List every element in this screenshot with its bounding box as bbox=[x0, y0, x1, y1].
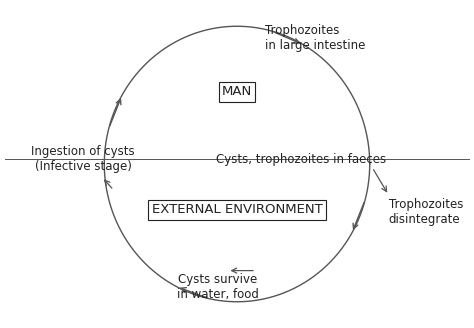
Text: Trophozoites
disintegrate: Trophozoites disintegrate bbox=[389, 197, 463, 226]
Text: MAN: MAN bbox=[222, 85, 252, 98]
Text: EXTERNAL ENVIRONMENT: EXTERNAL ENVIRONMENT bbox=[152, 203, 322, 216]
Text: Cysts, trophozoites in faeces: Cysts, trophozoites in faeces bbox=[216, 153, 386, 166]
Text: Cysts survive
in water, food: Cysts survive in water, food bbox=[177, 273, 259, 301]
Text: Trophozoites
in large intestine: Trophozoites in large intestine bbox=[265, 24, 366, 52]
Text: Ingestion of cysts
(Infective stage): Ingestion of cysts (Infective stage) bbox=[31, 145, 135, 173]
